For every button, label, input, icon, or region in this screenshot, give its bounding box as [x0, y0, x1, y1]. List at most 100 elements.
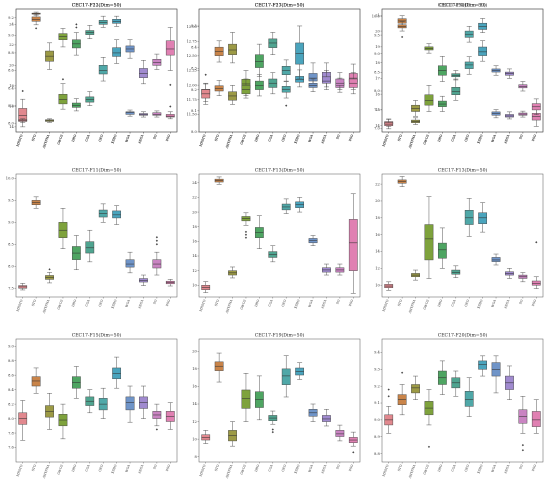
- chart-title: CEC17-F15(Dim=50): [72, 332, 122, 339]
- box-gwo2: [424, 389, 434, 448]
- box-iqr: [322, 76, 331, 84]
- chart-panel: CEC17-F30(Dim=50) 14 15 16 17 18 19 20 21 MRSTO ST…: [366, 0, 549, 165]
- y-tick-label: 9.0: [374, 52, 380, 56]
- chart-panel: CEC17-F13(Dim=50) 10 12 14 16 18 20 22 24 MRSTO ST…: [183, 165, 366, 330]
- outlier-point: [352, 451, 355, 454]
- x-tick-label: WOA: [490, 298, 497, 308]
- box-iqr: [125, 111, 135, 115]
- x-tick-label: DBO: [437, 134, 443, 143]
- box-coa: [85, 91, 95, 106]
- box-iqr: [464, 210, 474, 225]
- x-tick-label: COA: [267, 298, 274, 307]
- y-tick-label: 9.0: [8, 344, 14, 348]
- outlier-point: [387, 395, 390, 398]
- x-tick-label: GWO2: [57, 134, 64, 145]
- box-xsbo: [112, 15, 122, 27]
- x-tick-label: WOA: [307, 298, 314, 308]
- outlier-point: [75, 23, 78, 26]
- x-tick-label: AHYFHA: [407, 133, 416, 150]
- box-so: [152, 403, 162, 431]
- x-tick-label: AEGA: [137, 463, 145, 475]
- plot-frame: [198, 8, 361, 133]
- box-pso: [531, 399, 541, 434]
- box-xsbo: [295, 25, 305, 80]
- box-xsbo: [478, 202, 488, 233]
- y-tick-label: 12: [375, 267, 380, 271]
- y-tick-label: 14: [375, 250, 380, 254]
- x-tick-label: PSO: [348, 134, 354, 142]
- box-aega: [322, 409, 331, 427]
- y-tick-label: 18: [375, 61, 380, 65]
- y-tick-label: 8.9: [374, 435, 380, 439]
- y-tick-label: 18: [192, 367, 197, 371]
- x-tick-label: AEGA: [320, 133, 328, 145]
- box-xsbo: [112, 39, 122, 64]
- x-tick-label: AEGA: [137, 133, 145, 145]
- x-tick-label: GEO: [464, 134, 470, 143]
- y-tick-label: 13.00: [187, 25, 198, 29]
- y-tick-label: 9.4: [374, 351, 380, 355]
- box-iqr: [451, 87, 461, 95]
- x-tick-label: XSBO: [477, 464, 484, 475]
- box-coa: [85, 389, 95, 414]
- box-so: [152, 110, 162, 118]
- box-so: [335, 263, 345, 276]
- x-tick-label: MRSTO: [382, 299, 390, 313]
- y-tick-label: 15: [375, 108, 380, 112]
- box-xsbo: [478, 355, 488, 377]
- x-tick-label: STO: [397, 464, 403, 472]
- x-tick-label: GWO2: [57, 299, 64, 310]
- outlier-point: [61, 78, 65, 81]
- box-ahyfha: [411, 375, 420, 400]
- x-tick-label: GWO2: [423, 134, 430, 145]
- box-iqr: [464, 391, 474, 407]
- plot-frame: [198, 173, 361, 298]
- outlier-point: [244, 233, 248, 236]
- outlier-point: [35, 27, 38, 30]
- box-aega: [139, 274, 148, 286]
- box-pso: [531, 241, 541, 289]
- box-woa: [491, 253, 501, 266]
- box-ahyfha: [45, 42, 54, 70]
- box-mrsto: [18, 89, 28, 128]
- box-mrsto: [18, 118, 28, 123]
- box-aega: [322, 70, 331, 90]
- x-tick-label: XSBO: [111, 134, 118, 145]
- y-tick-label: 9.2: [8, 16, 14, 20]
- box-sto: [397, 371, 407, 416]
- boxplot-chart: CEC17-F19(Dim=50) 8 10 12 14 16 18 20 MRSTO STO AH…: [192, 332, 361, 480]
- box-gwo2: [241, 212, 251, 239]
- boxplot-chart: CEC17-F30(Dim=50) 14 15 16 17 18 19 20 21 MRSTO ST…: [375, 2, 544, 150]
- chart-panel: CEC17-F23(Dim=50) 8.0 8.2 8.4 8.6 8.8 9.0 9.2 MR…: [0, 0, 183, 165]
- x-tick-label: AHYFHA: [407, 298, 416, 315]
- x-tick-label: AHYFHA: [41, 298, 50, 315]
- chart-panel: CEC17-F27(Dim=50) 8.0 8.1 8.2 8.3 8.4 8.5 MRSTO…: [183, 0, 366, 165]
- boxplot-chart: CEC17-F11(Dim=50) 7.5 8.0 8.5 9.0 9.5 10.0 MRST…: [6, 167, 178, 315]
- x-tick-label: MRSTO: [16, 134, 24, 148]
- x-tick-label: GEO: [98, 134, 104, 143]
- box-coa: [451, 70, 461, 81]
- y-tick-label: 8.3: [191, 67, 197, 71]
- boxplot-chart: CEC17-F27(Dim=50) 8.0 8.1 8.2 8.3 8.4 8.5 MRSTO…: [191, 2, 361, 150]
- box-xsbo: [478, 18, 488, 33]
- y-tick-label: 16: [192, 240, 197, 244]
- y-tick-label: 18: [375, 216, 380, 220]
- x-tick-label: WOA: [124, 133, 131, 143]
- chart-title: CEC17-F13(Dim=50): [438, 167, 488, 174]
- y-tick-label: 9.1: [374, 401, 380, 405]
- y-tick-label: 7.5: [8, 286, 14, 290]
- outlier-point: [155, 428, 158, 431]
- x-tick-label: GEO: [98, 299, 104, 308]
- outlier-point: [169, 105, 172, 108]
- box-gwo2: [58, 78, 68, 110]
- x-tick-label: WOA: [490, 133, 497, 143]
- x-tick-label: AEGA: [137, 133, 145, 145]
- x-tick-label: GEO: [464, 299, 470, 308]
- x-tick-label: DBO: [437, 134, 443, 143]
- y-tick-label: 12: [192, 269, 197, 273]
- box-ahyfha: [411, 269, 420, 281]
- y-tick-label: 19: [375, 45, 380, 49]
- y-tick-label: 20: [9, 64, 14, 68]
- box-mrsto: [201, 430, 211, 444]
